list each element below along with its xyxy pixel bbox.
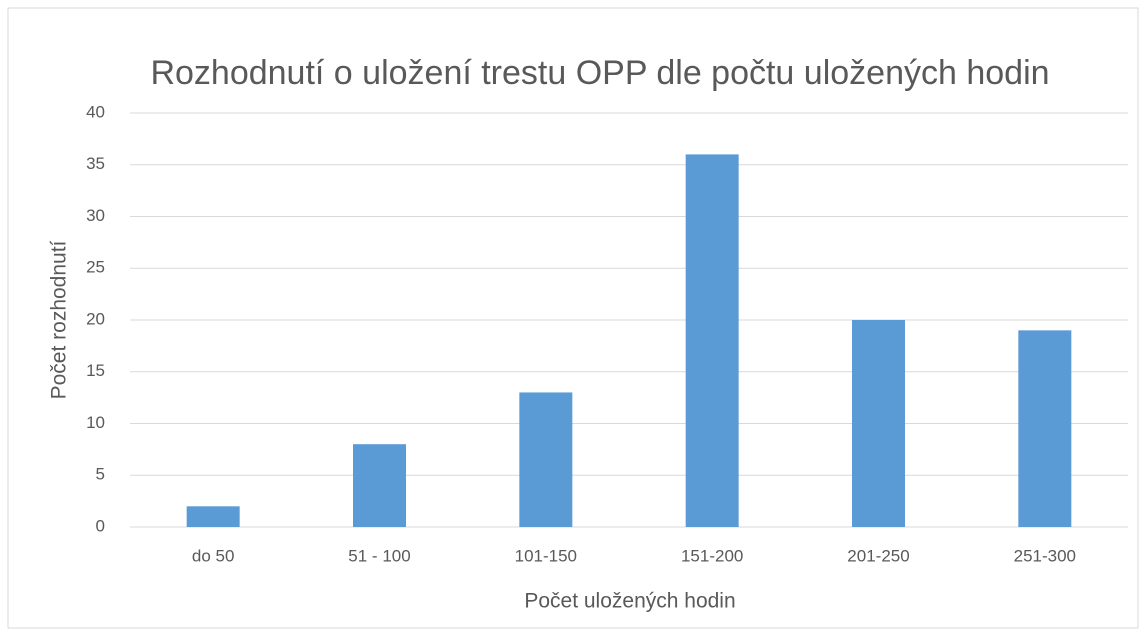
x-tick-label: do 50 (192, 546, 235, 565)
y-tick-label: 0 (96, 516, 105, 535)
x-tick-label: 201-250 (847, 546, 909, 565)
y-tick-label: 15 (86, 361, 105, 380)
x-tick-label: 251-300 (1014, 546, 1076, 565)
chart-border (7, 7, 1139, 629)
y-tick-label: 5 (96, 465, 105, 484)
y-tick-label: 10 (86, 413, 105, 432)
y-tick-label: 40 (86, 102, 105, 121)
x-axis-label: Počet uložených hodin (524, 590, 735, 613)
y-tick-label: 35 (86, 154, 105, 173)
bar (186, 506, 240, 527)
y-axis-label: Počet rozhodnutí (48, 240, 71, 399)
bar (1018, 330, 1072, 527)
x-tick-label: 151-200 (681, 546, 743, 565)
bar (852, 320, 905, 527)
y-tick-label: 30 (86, 206, 105, 225)
chart-title: Rozhodnutí o uložení trestu OPP dle počt… (150, 54, 1049, 92)
x-tick-label: 51 - 100 (348, 546, 410, 565)
bar (353, 444, 406, 527)
x-tick-label: 101-150 (515, 546, 577, 565)
y-tick-label: 25 (86, 258, 105, 277)
bar (685, 154, 739, 527)
bar (519, 392, 573, 527)
y-tick-label: 20 (86, 309, 105, 328)
